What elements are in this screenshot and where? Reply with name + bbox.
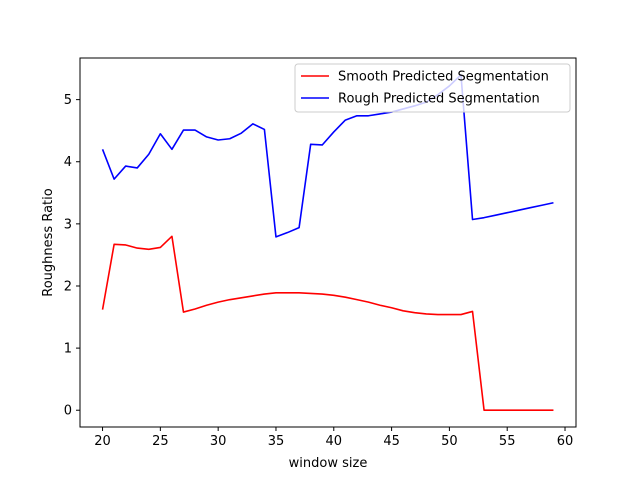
x-tick-label: 45: [383, 434, 400, 449]
legend-label: Rough Predicted Segmentation: [338, 92, 540, 107]
y-tick-label: 1: [64, 342, 72, 357]
lines-layer: [101, 73, 554, 412]
legend-box: [294, 63, 571, 113]
y-tick-label: 0: [64, 404, 72, 419]
series-line-smooth: [101, 235, 554, 412]
x-tick-label: 50: [441, 434, 458, 449]
y-tick-label: 2: [64, 279, 72, 294]
y-tick-label: 5: [64, 93, 72, 108]
legend-label: Smooth Predicted Segmentation: [338, 70, 549, 85]
x-tick-label: 30: [210, 434, 227, 449]
x-tick-label: 25: [152, 434, 169, 449]
x-tick-label: 40: [326, 434, 343, 449]
x-tick-label: 20: [94, 434, 111, 449]
plot-area-frame: [79, 57, 577, 428]
x-tick-label: 60: [557, 434, 574, 449]
y-tick-label: 3: [64, 217, 72, 232]
y-axis-label: Roughness Ratio: [41, 188, 56, 296]
y-tick-label: 4: [64, 155, 72, 170]
series-line-rough: [101, 73, 554, 238]
legend: Smooth Predicted Segmentation Rough Predi…: [294, 63, 571, 113]
x-tick-label: 55: [499, 434, 516, 449]
x-axis-label: window size: [289, 456, 368, 471]
x-tick-label: 35: [268, 434, 285, 449]
